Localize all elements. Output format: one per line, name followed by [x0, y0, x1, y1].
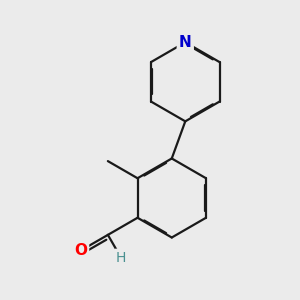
Text: H: H — [116, 251, 126, 265]
Text: O: O — [74, 243, 87, 258]
Text: N: N — [179, 35, 192, 50]
